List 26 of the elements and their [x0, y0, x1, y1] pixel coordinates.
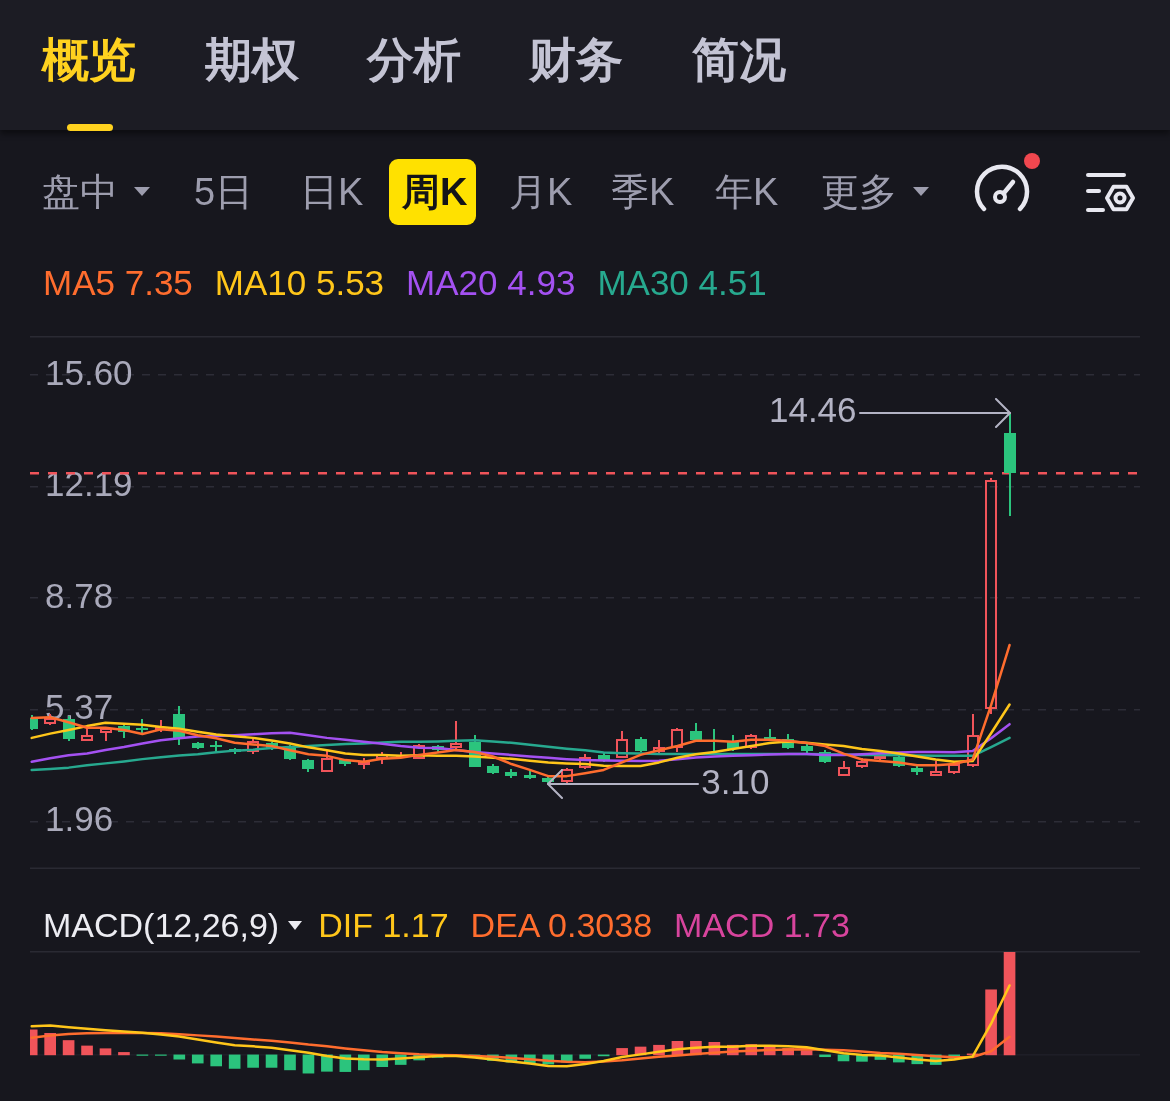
- text: DIF 1.17: [318, 906, 449, 944]
- text: 财务: [529, 33, 623, 86]
- y-tick-label: 1.96: [45, 798, 114, 838]
- text: 更多: [821, 171, 897, 213]
- text: 期权: [205, 33, 299, 86]
- text: 季K: [611, 171, 675, 213]
- text: 日K: [300, 171, 364, 213]
- text: 简况: [692, 33, 786, 86]
- text: MA5 7.35: [43, 263, 193, 302]
- annotation: 14.46: [768, 390, 857, 430]
- text: 概览: [42, 33, 136, 86]
- text: MACD 1.73: [674, 906, 850, 944]
- chart-title: MACD(12,26,9): [43, 906, 280, 944]
- text: MA20 4.93: [406, 263, 576, 302]
- annotation: 3.10: [701, 761, 770, 801]
- text: 年K: [715, 171, 779, 213]
- text: DEA 0.3038: [470, 906, 653, 944]
- text: 分析: [367, 33, 461, 86]
- y-tick-label: 8.78: [45, 575, 114, 615]
- text: 周K: [402, 171, 468, 213]
- y-tick-label: 15.60: [45, 352, 133, 392]
- text: MA10 5.53: [214, 263, 385, 302]
- text: 5日: [194, 171, 254, 213]
- text: 盘中: [42, 171, 118, 213]
- text: 月K: [509, 171, 573, 213]
- text: MA30 4.51: [597, 263, 767, 302]
